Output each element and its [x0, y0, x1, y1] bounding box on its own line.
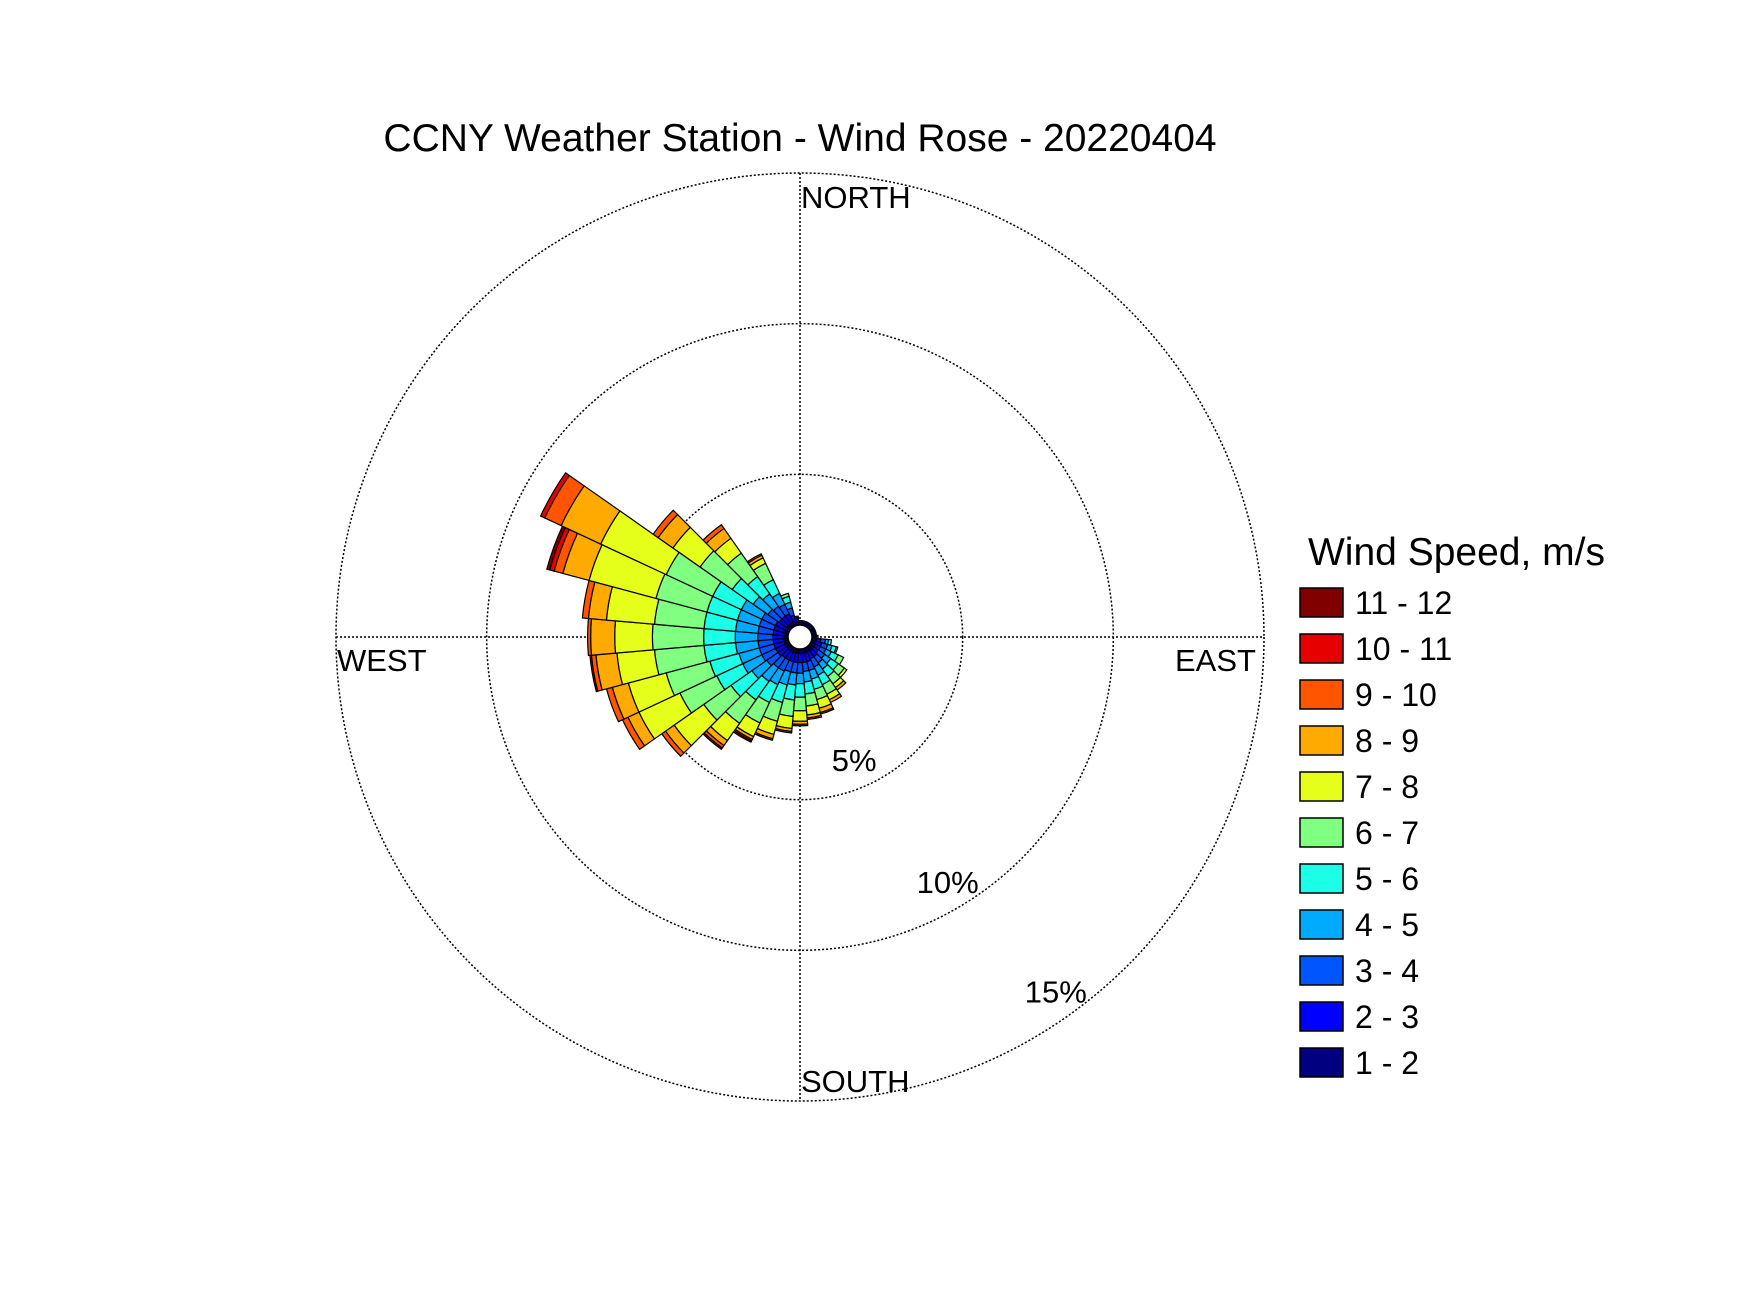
sector-180-bin-7-8	[792, 709, 808, 722]
direction-label-north: NORTH	[801, 180, 911, 215]
grid-ring-5	[636, 473, 964, 801]
sector-330-bin-9-10	[746, 552, 763, 564]
sector-310	[652, 509, 793, 631]
legend-swatch-7	[1299, 909, 1344, 940]
ring-labels: 5% 10% 15%	[832, 743, 1087, 1009]
legend-label-0: 11 - 12	[1355, 585, 1452, 621]
ring-label-15: 15%	[1025, 974, 1087, 1009]
grid-rings	[335, 172, 1265, 1102]
legend-swatch-2	[1299, 679, 1344, 710]
direction-label-south: SOUTH	[801, 1064, 910, 1099]
wind-sectors	[539, 471, 848, 758]
sector-320-bin-9-10	[702, 523, 725, 545]
sector-270-bin-9-10	[587, 617, 593, 657]
sector-220	[702, 644, 794, 751]
ring-label-10: 10%	[917, 865, 979, 900]
sector-270-bin-8-9	[590, 618, 617, 656]
sector-190	[774, 647, 800, 734]
direction-label-west: WEST	[337, 643, 427, 678]
grid-ring-15	[335, 172, 1265, 1102]
legend-swatch-0	[1299, 587, 1344, 618]
legend-swatch-6	[1299, 863, 1344, 894]
legend-label-10: 1 - 2	[1355, 1045, 1419, 1081]
legend-label-6: 5 - 6	[1355, 861, 1419, 897]
sector-300	[539, 471, 792, 633]
legend: Wind Speed, m/s 11 - 12 10 - 11 9 - 10 8 - …	[1299, 531, 1605, 1081]
ring-label-5: 5%	[832, 743, 877, 778]
sector-340-bin-6-7	[780, 592, 790, 600]
chart-title: CCNY Weather Station - Wind Rose - 20220…	[383, 117, 1216, 160]
sector-310-bin-9-10	[652, 509, 679, 539]
sector-300-bin-10-11	[539, 471, 571, 519]
sector-260	[589, 637, 790, 693]
legend-swatch-10	[1299, 1047, 1344, 1078]
legend-label-1: 10 - 11	[1355, 631, 1452, 667]
sector-180-bin-6-7	[792, 696, 808, 712]
sector-320	[702, 523, 794, 630]
legend-label-4: 7 - 8	[1355, 769, 1419, 805]
sector-270	[587, 617, 789, 657]
sector-290	[546, 525, 790, 635]
legend-swatch-5	[1299, 817, 1344, 848]
sector-330	[746, 552, 796, 629]
sector-350-bin-4-5	[793, 615, 799, 619]
grid-ring-10	[485, 322, 1115, 952]
center-hole	[787, 624, 813, 650]
legend-label-5: 6 - 7	[1355, 815, 1419, 851]
legend-swatch-1	[1299, 633, 1344, 664]
legend-label-8: 3 - 4	[1355, 953, 1419, 989]
legend-label-9: 2 - 3	[1355, 999, 1419, 1035]
sector-180-bin-9-10	[791, 723, 809, 727]
direction-label-east: EAST	[1175, 643, 1256, 678]
sector-180	[791, 648, 809, 727]
legend-title: Wind Speed, m/s	[1308, 531, 1605, 574]
legend-swatch-8	[1299, 955, 1344, 986]
legend-label-3: 8 - 9	[1355, 723, 1419, 759]
sector-270-bin-7-8	[614, 620, 654, 654]
legend-label-2: 9 - 10	[1355, 677, 1437, 713]
legend-label-7: 4 - 5	[1355, 907, 1419, 943]
legend-swatch-9	[1299, 1001, 1344, 1032]
legend-swatch-4	[1299, 771, 1344, 802]
legend-swatch-3	[1299, 725, 1344, 756]
